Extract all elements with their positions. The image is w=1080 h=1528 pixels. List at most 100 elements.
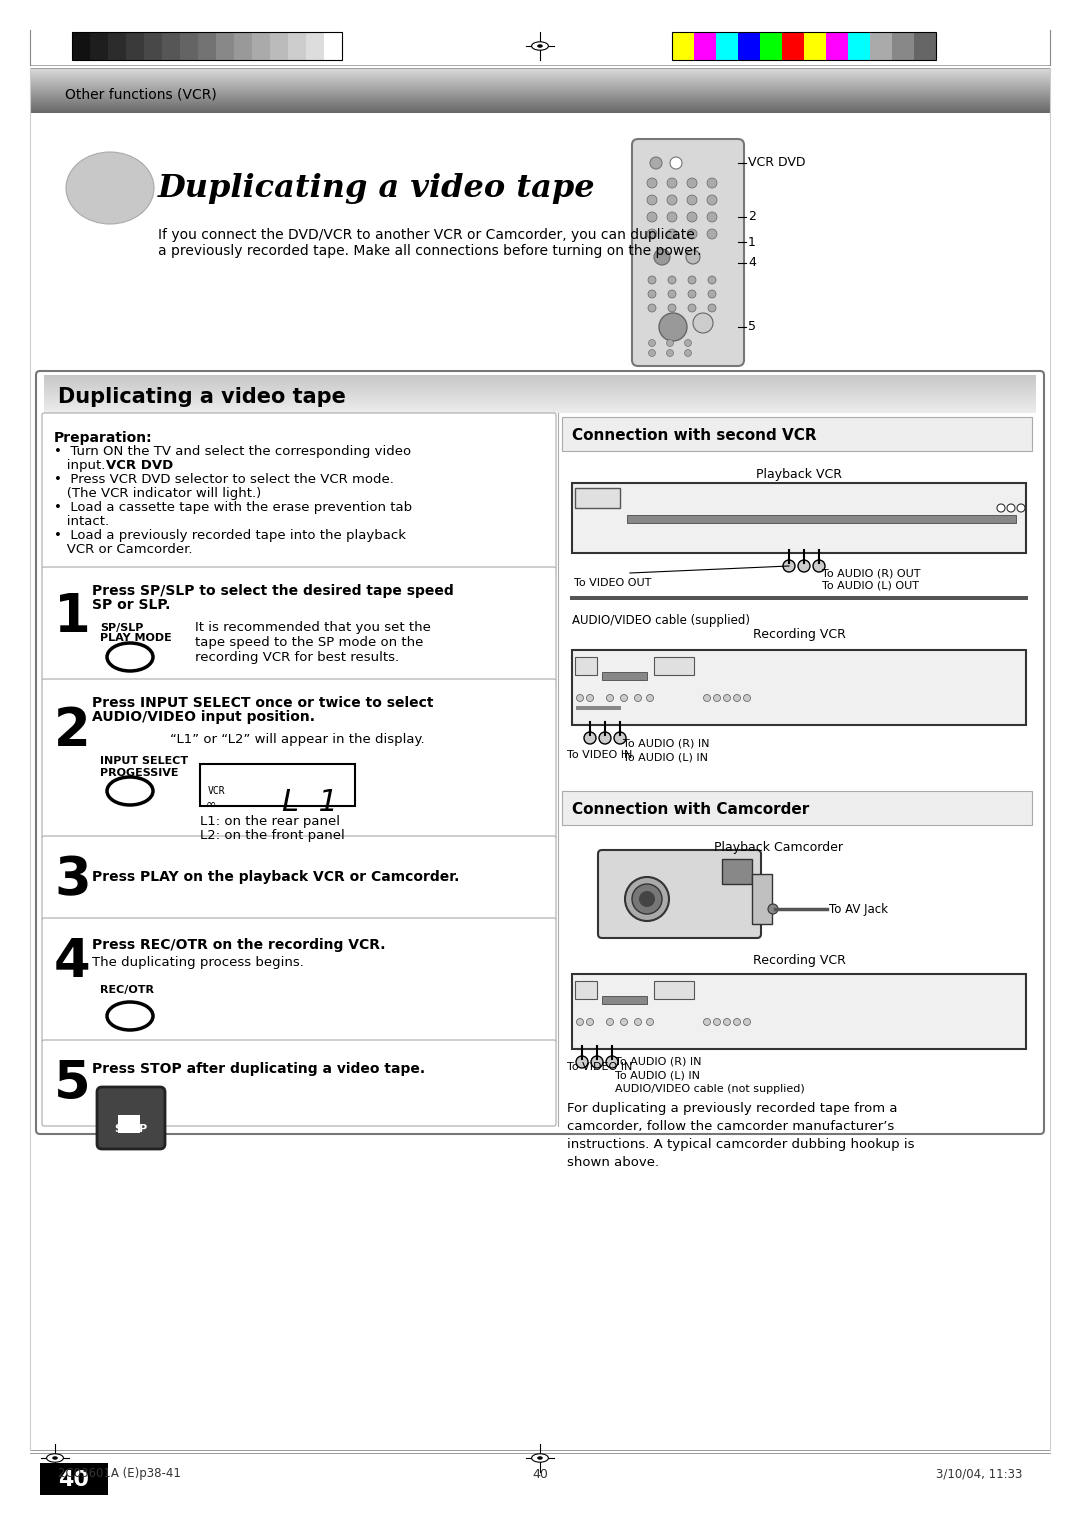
Circle shape [635, 695, 642, 701]
Text: a previously recorded tape. Make all connections before turning on the power.: a previously recorded tape. Make all con… [158, 244, 702, 258]
Text: L1: on the rear panel: L1: on the rear panel [200, 814, 340, 828]
FancyBboxPatch shape [42, 836, 556, 920]
Bar [570, 596, 1028, 601]
Circle shape [997, 504, 1005, 512]
Bar [826, 32, 848, 60]
Bar [575, 657, 597, 675]
Circle shape [650, 157, 662, 170]
Ellipse shape [52, 1456, 58, 1459]
Text: 1: 1 [748, 235, 756, 249]
Circle shape [599, 732, 611, 744]
Circle shape [687, 196, 697, 205]
Bar [200, 764, 355, 805]
Circle shape [586, 1019, 594, 1025]
Circle shape [670, 157, 681, 170]
Bar [288, 32, 306, 60]
Text: 40: 40 [532, 1467, 548, 1481]
Circle shape [1017, 504, 1025, 512]
Text: Other functions (VCR): Other functions (VCR) [65, 89, 217, 102]
Circle shape [688, 304, 696, 312]
Circle shape [647, 229, 657, 238]
Ellipse shape [531, 41, 549, 50]
Circle shape [647, 1019, 653, 1025]
Bar [672, 32, 694, 60]
Text: 2C03601A (E)p38-41: 2C03601A (E)p38-41 [58, 1467, 180, 1481]
Ellipse shape [537, 1456, 543, 1459]
FancyBboxPatch shape [42, 918, 556, 1042]
Circle shape [654, 249, 670, 264]
Text: input.: input. [54, 458, 106, 472]
Bar [72, 32, 342, 60]
Circle shape [621, 1019, 627, 1025]
Ellipse shape [107, 643, 153, 671]
Circle shape [783, 559, 795, 571]
Bar [108, 32, 126, 60]
Circle shape [648, 339, 656, 347]
Text: 5: 5 [748, 321, 756, 333]
Ellipse shape [66, 151, 154, 225]
Circle shape [591, 1056, 603, 1068]
Text: intact.: intact. [54, 515, 109, 529]
Bar [738, 32, 760, 60]
Text: Playback Camcorder: Playback Camcorder [715, 840, 843, 854]
Text: •  Press VCR DVD selector to select the VCR mode.: • Press VCR DVD selector to select the V… [54, 474, 394, 486]
Text: 4: 4 [748, 257, 756, 269]
Circle shape [685, 339, 691, 347]
FancyBboxPatch shape [572, 483, 1026, 553]
Circle shape [669, 304, 676, 312]
Text: Press INPUT SELECT once or twice to select: Press INPUT SELECT once or twice to sele… [92, 695, 433, 711]
Bar [804, 32, 826, 60]
Circle shape [669, 290, 676, 298]
Circle shape [724, 1019, 730, 1025]
Circle shape [647, 212, 657, 222]
FancyBboxPatch shape [42, 567, 556, 681]
Circle shape [659, 313, 687, 341]
Bar [694, 32, 716, 60]
Bar [72, 32, 90, 60]
Text: INPUT SELECT: INPUT SELECT [100, 756, 188, 766]
Text: SP or SLP.: SP or SLP. [92, 597, 171, 613]
Text: (The VCR indicator will light.): (The VCR indicator will light.) [54, 487, 261, 500]
Circle shape [1007, 504, 1015, 512]
Text: L2: on the front panel: L2: on the front panel [200, 830, 345, 842]
Text: Playback VCR: Playback VCR [756, 468, 842, 481]
Circle shape [688, 290, 696, 298]
Bar [270, 32, 288, 60]
Circle shape [648, 350, 656, 356]
Circle shape [606, 1056, 618, 1068]
Circle shape [708, 277, 716, 284]
Circle shape [703, 695, 711, 701]
Bar [870, 32, 892, 60]
Text: 40: 40 [58, 1470, 90, 1490]
Bar [627, 515, 1016, 523]
Circle shape [625, 877, 669, 921]
Text: 3/10/04, 11:33: 3/10/04, 11:33 [935, 1467, 1022, 1481]
Text: PROGESSIVE: PROGESSIVE [100, 769, 178, 778]
FancyBboxPatch shape [598, 850, 761, 938]
Bar [602, 672, 647, 680]
Circle shape [688, 277, 696, 284]
Bar [324, 32, 342, 60]
Text: 2: 2 [54, 704, 91, 756]
Bar [90, 32, 108, 60]
Bar [654, 981, 694, 999]
Text: For duplicating a previously recorded tape from a
camcorder, follow the camcorde: For duplicating a previously recorded ta… [567, 1102, 915, 1169]
Bar [914, 32, 936, 60]
Circle shape [768, 905, 778, 914]
Bar [576, 706, 621, 711]
Text: The duplicating process begins.: The duplicating process begins. [92, 957, 303, 969]
Text: Preparation:: Preparation: [54, 431, 152, 445]
Text: SP/SLP: SP/SLP [100, 623, 144, 633]
Text: •  Turn ON the TV and select the corresponding video: • Turn ON the TV and select the correspo… [54, 445, 411, 458]
Text: If you connect the DVD/VCR to another VCR or Camcorder, you can duplicate: If you connect the DVD/VCR to another VC… [158, 228, 694, 241]
Bar [782, 32, 804, 60]
Text: 3: 3 [54, 854, 91, 906]
Bar [602, 996, 647, 1004]
Circle shape [667, 196, 677, 205]
Circle shape [707, 196, 717, 205]
Text: REC/OTR: REC/OTR [100, 986, 154, 995]
Text: ∞: ∞ [206, 798, 216, 810]
Text: AUDIO/VIDEO input position.: AUDIO/VIDEO input position. [92, 711, 315, 724]
Text: Connection with second VCR: Connection with second VCR [572, 428, 816, 443]
Text: To AV Jack: To AV Jack [829, 903, 888, 915]
